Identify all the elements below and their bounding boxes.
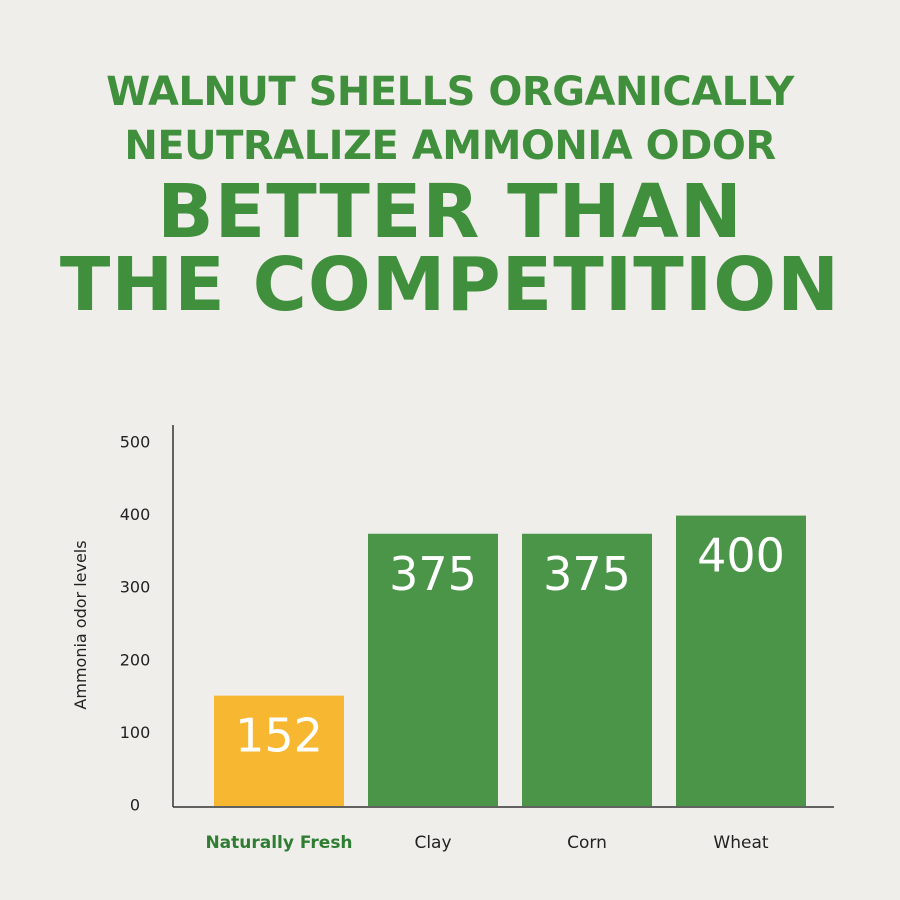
y-axis-label: Ammonia odor levels <box>71 540 90 709</box>
x-category-label: Clay <box>414 833 451 853</box>
bar <box>676 515 806 806</box>
bar-value-label: 375 <box>389 547 477 601</box>
y-tick-label: 0 <box>130 796 140 815</box>
bar-value-label: 375 <box>543 547 631 601</box>
headline-big-line-1: BETTER THAN <box>157 169 743 255</box>
bar-value-label: 400 <box>697 529 785 583</box>
x-category-label: Wheat <box>713 833 768 853</box>
y-tick-label: 100 <box>120 723 151 742</box>
bar <box>368 533 498 806</box>
y-tick-label: 500 <box>120 433 151 452</box>
y-tick-label: 200 <box>120 650 151 669</box>
headline-big-line-2: THE COMPETITION <box>59 242 841 328</box>
headline-line-1: WALNUT SHELLS ORGANICALLY <box>106 69 794 115</box>
x-category-label: Naturally Fresh <box>205 833 352 853</box>
bar <box>522 533 652 806</box>
bar <box>214 695 344 806</box>
y-tick-label: 300 <box>120 578 151 597</box>
y-tick-label: 400 <box>120 505 151 524</box>
x-category-label: Corn <box>567 833 607 853</box>
headline-line-2: NEUTRALIZE AMMONIA ODOR <box>124 123 776 169</box>
bar-value-label: 152 <box>235 709 323 763</box>
